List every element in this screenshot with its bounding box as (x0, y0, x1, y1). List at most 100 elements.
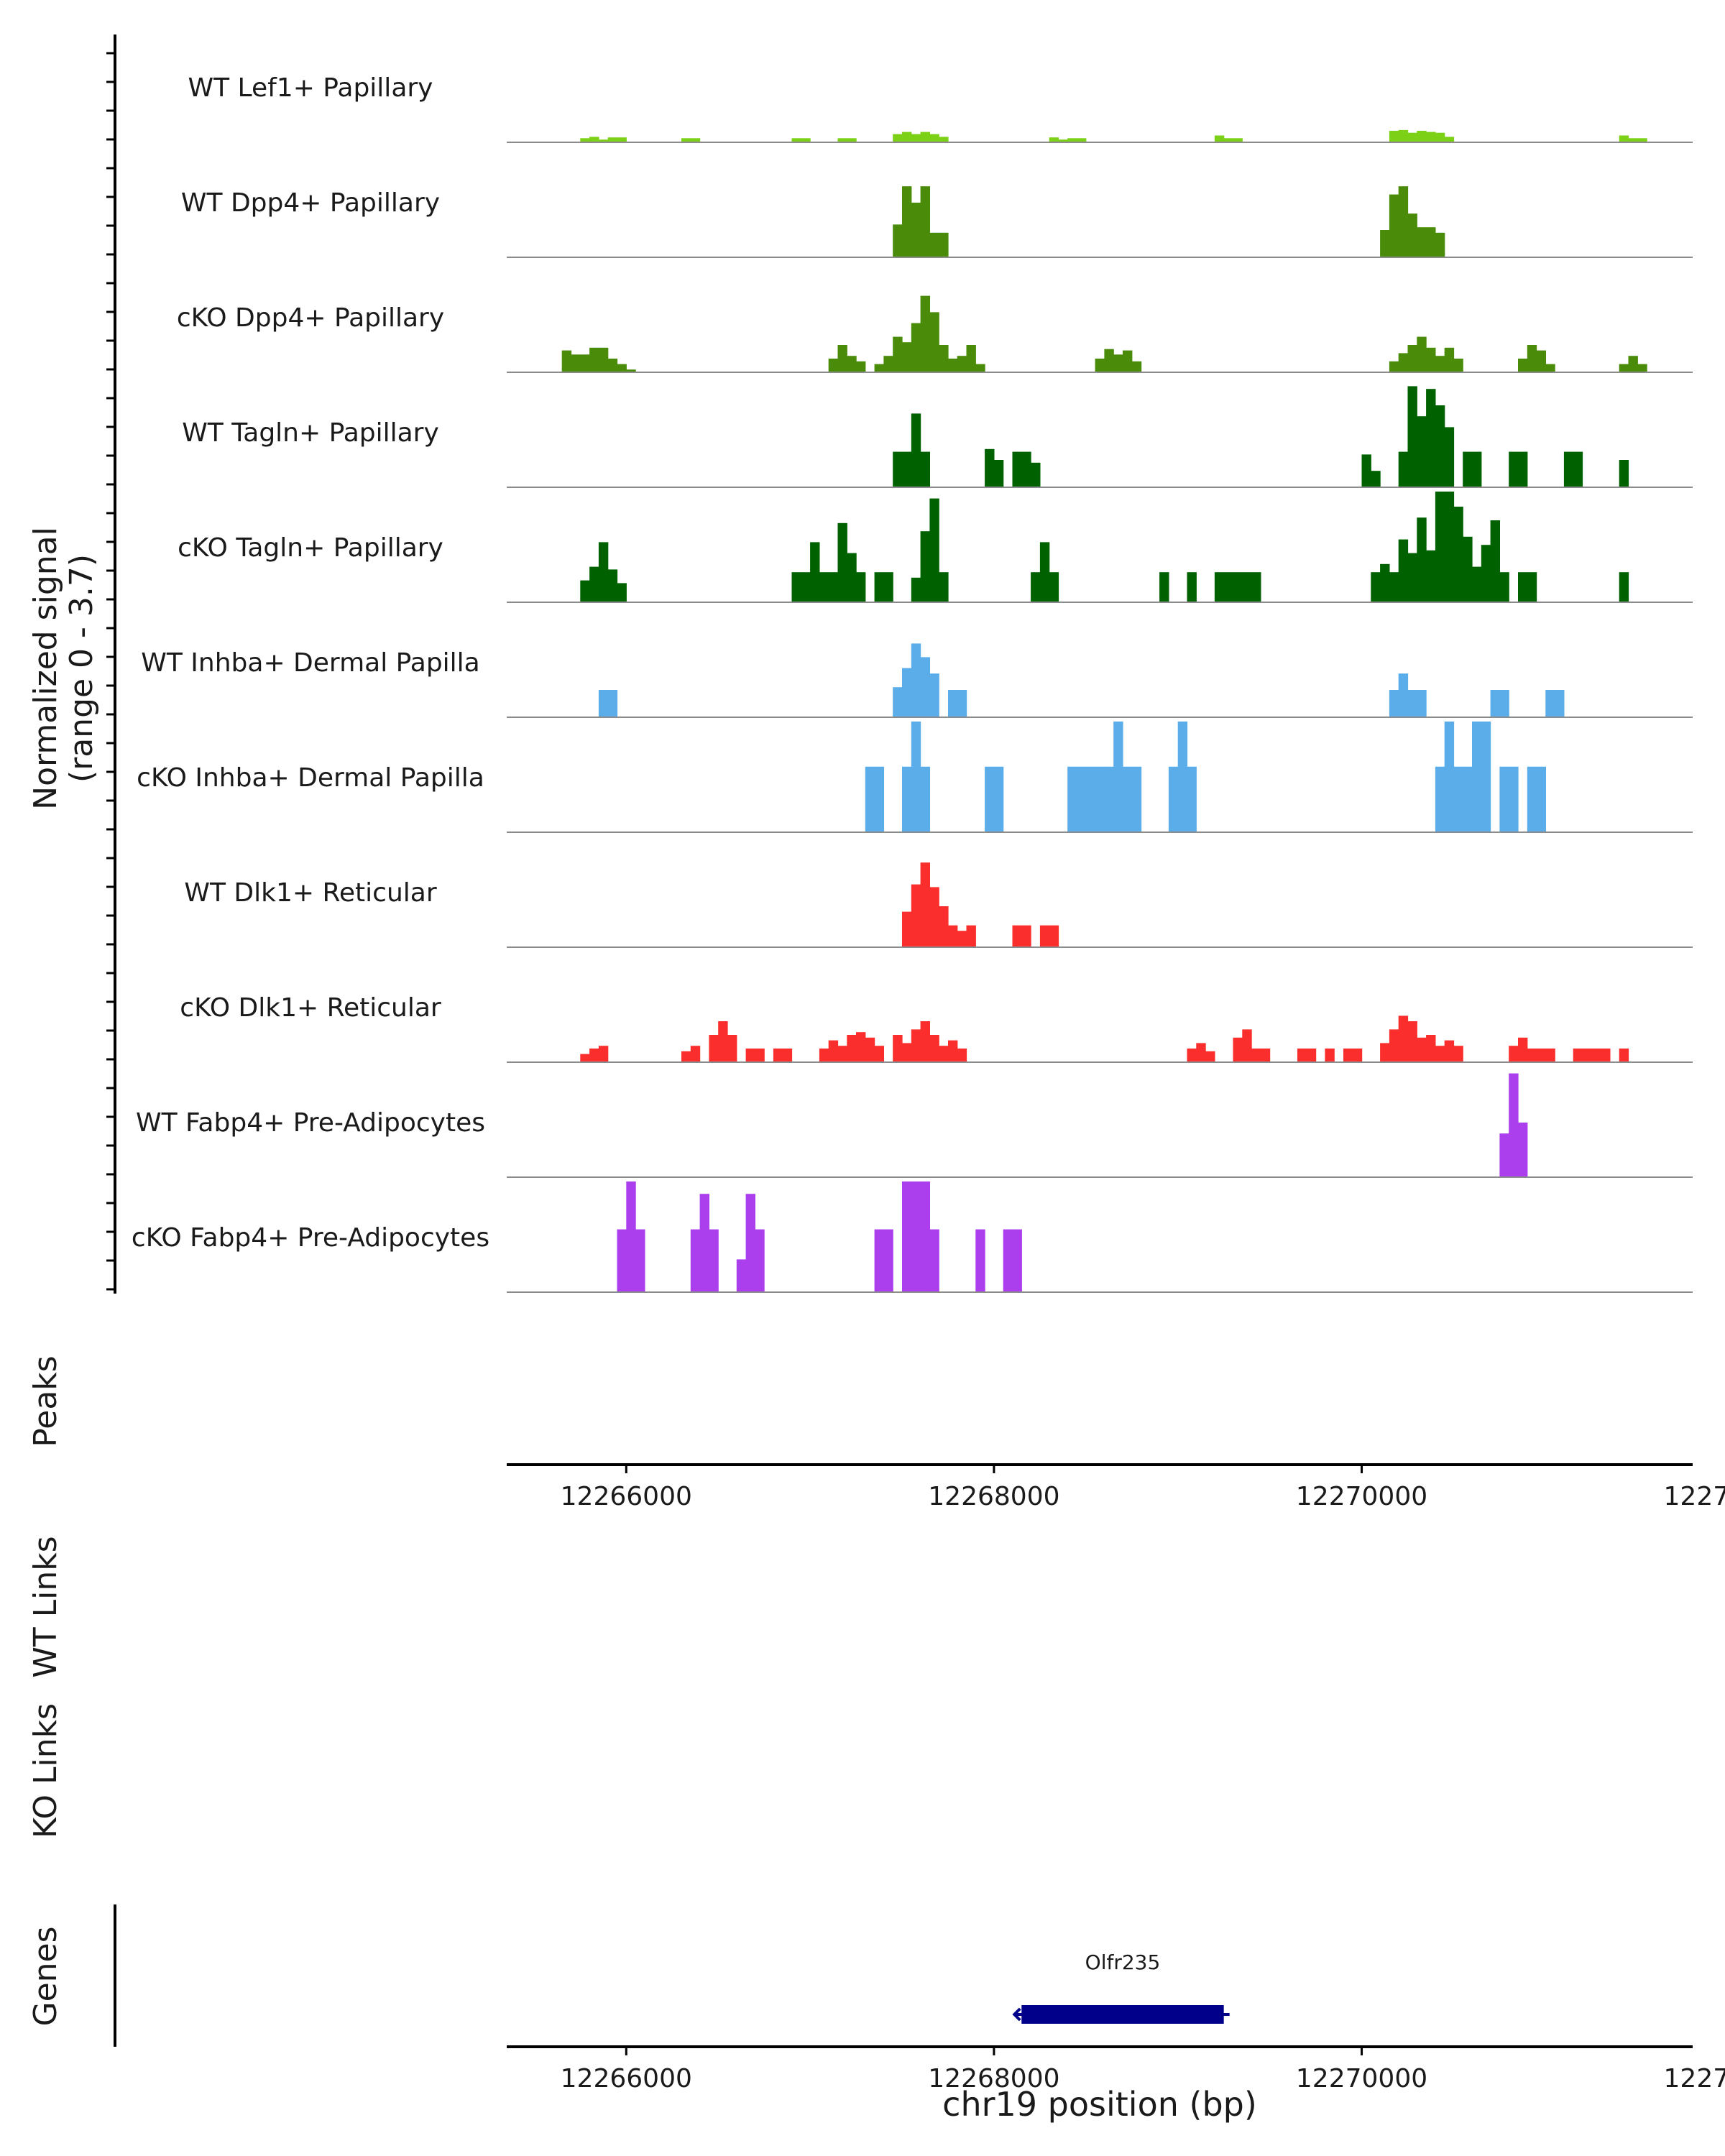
track-label: cKO Tagln+ Papillary (178, 533, 443, 563)
signal-bin (985, 766, 1004, 832)
signal-bin (1214, 135, 1225, 142)
signal-bin (1463, 536, 1473, 602)
signal-bin (1067, 138, 1087, 142)
signal-bin (929, 1229, 939, 1292)
signal-bin (856, 361, 866, 372)
signal-bin (911, 722, 921, 832)
signal-bin (1223, 138, 1243, 142)
signal-bin (561, 350, 572, 372)
signal-bin (1527, 345, 1537, 372)
signal-bin (1444, 722, 1455, 832)
signal-bin (1371, 471, 1381, 487)
signal-bin (1177, 722, 1188, 832)
signal-bin (1113, 722, 1123, 832)
wt-links-section-label: WT Links (27, 1536, 64, 1677)
x-tick-label: 12266000 (561, 1482, 692, 1511)
signal-bin (589, 566, 599, 602)
signal-bin (920, 451, 930, 487)
signal-bin (1444, 492, 1455, 602)
signal-bin (1214, 572, 1261, 602)
signal-bin (1113, 354, 1123, 372)
signal-bin (865, 1037, 875, 1062)
signal-bin (1389, 572, 1399, 602)
signal-bin (1407, 690, 1427, 717)
signal-bin (690, 1229, 701, 1292)
signal-bin (1453, 1046, 1463, 1062)
signal-bin (1049, 572, 1059, 602)
signal-bin (1325, 1049, 1335, 1062)
y-axis-title: Normalized signal (27, 527, 64, 810)
signal-bin (1536, 350, 1546, 372)
signal-bin (828, 359, 839, 372)
signal-bin (911, 643, 921, 717)
signal-bin (847, 356, 857, 372)
signal-bin (598, 139, 609, 142)
signal-bin (874, 1229, 893, 1292)
signal-bin (1407, 386, 1417, 487)
signal-bin (993, 460, 1004, 487)
track-label: cKO Dlk1+ Reticular (180, 993, 441, 1023)
track-label: cKO Fabp4+ Pre-Adipocytes (132, 1223, 489, 1253)
signal-bin (1039, 542, 1050, 602)
signal-bin (736, 1259, 747, 1292)
signal-bin (1031, 572, 1041, 602)
signal-bin (1619, 364, 1629, 372)
gene-strand-arrow (1012, 2007, 1021, 2022)
signal-bin (607, 359, 618, 372)
signal-bin (911, 1029, 921, 1062)
signal-bin (1123, 350, 1133, 372)
x-tick-label: 12270000 (1296, 1482, 1427, 1511)
signal-bin (939, 137, 949, 142)
signal-bin (1426, 1035, 1436, 1062)
signal-bin (1463, 766, 1473, 832)
track-10: cKO Fabp4+ Pre-Adipocytes (132, 1181, 1693, 1293)
signal-bin (1187, 766, 1197, 832)
signal-bin (911, 203, 921, 257)
signal-bin (1039, 925, 1059, 947)
signal-bin (939, 1046, 949, 1062)
signal-bin (929, 1035, 939, 1062)
signal-bin (1463, 451, 1482, 487)
signal-bin (1389, 361, 1399, 372)
gene-track: Olfr235 (1012, 1950, 1230, 2024)
signal-bin (1444, 137, 1455, 142)
signal-bin (1453, 766, 1463, 832)
genes-section-label: Genes (27, 1926, 64, 2026)
y-axis-ticks (106, 52, 115, 1291)
signal-bin (902, 668, 912, 717)
signal-bin (1187, 572, 1197, 602)
signal-bin (1049, 137, 1059, 142)
signal-bin (920, 862, 930, 947)
signal-bin (1417, 227, 1436, 257)
signal-bin (745, 1194, 755, 1292)
signal-bin (1527, 1049, 1555, 1062)
signal-bin (1490, 520, 1500, 602)
signal-bin (1058, 139, 1068, 142)
signal-bin (920, 657, 930, 717)
signal-bin (920, 295, 930, 372)
signal-bin (893, 134, 903, 142)
signal-bin (1012, 925, 1031, 947)
signal-bin (911, 134, 921, 142)
signal-bin (1563, 451, 1583, 487)
signal-bin (1398, 539, 1409, 602)
signal-bin (1472, 722, 1491, 832)
signal-bin (1067, 766, 1105, 832)
signal-bin (1297, 1049, 1317, 1062)
signal-bin (1435, 405, 1445, 487)
signal-bin (1573, 1049, 1592, 1062)
track-label: cKO Dpp4+ Papillary (177, 303, 444, 333)
signal-bin (1499, 572, 1509, 602)
signal-bin (1398, 673, 1409, 717)
track-label: WT Dlk1+ Reticular (184, 878, 436, 908)
signal-bin (598, 1046, 609, 1062)
signal-bin (1389, 690, 1399, 717)
signal-bin (874, 1046, 884, 1062)
signal-bin (865, 766, 884, 832)
signal-bin (1426, 550, 1436, 602)
signal-bin (718, 1021, 728, 1062)
signal-bin (837, 138, 857, 142)
signal-bin (709, 1035, 719, 1062)
signal-bin (617, 583, 627, 602)
signal-bin (1242, 1029, 1252, 1062)
